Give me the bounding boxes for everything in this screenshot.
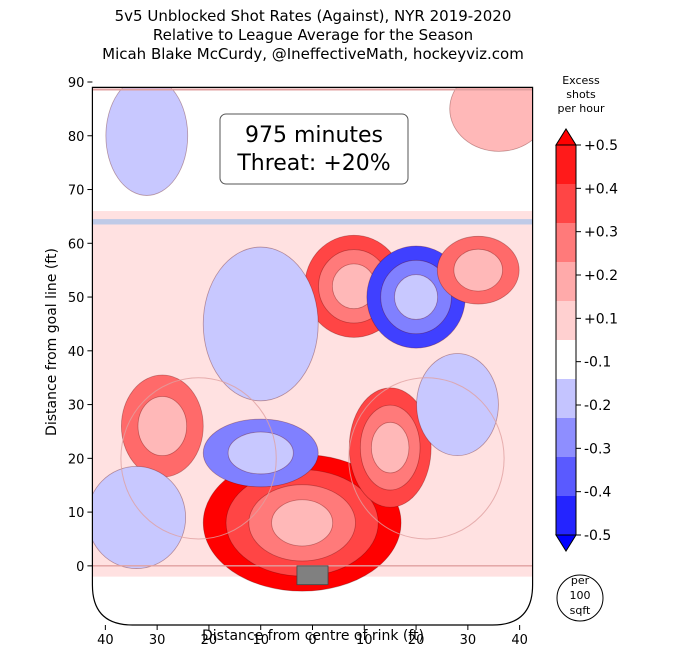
colorbar-tick-label-1: +0.4 xyxy=(584,181,618,197)
colorbar-bottom-arrow xyxy=(555,534,577,552)
hotspot-7-ring-0 xyxy=(105,87,189,196)
y-axis: 0 10 20 30 40 50 60 70 80 90 xyxy=(68,76,93,575)
heatmap-layer xyxy=(92,87,533,592)
colorbar-label-line-3: per hour xyxy=(558,102,605,115)
colorbar-band-8 xyxy=(556,457,576,497)
y-tick-label-2: 20 xyxy=(68,452,85,467)
x-tick-label-6: 20 xyxy=(408,633,425,648)
y-tick-label-1: 10 xyxy=(68,506,85,521)
colorbar: Excess shots per hour +0.5+0.4+0.3+0.2+0… xyxy=(555,74,618,552)
rink-boards xyxy=(91,86,534,626)
annotation-minutes: 975 minutes xyxy=(245,123,383,148)
x-tick-label-0: 40 xyxy=(97,633,114,648)
faceoff-circle-right xyxy=(348,377,505,540)
annotation-box: 975 minutes Threat: +20% xyxy=(219,113,409,185)
annotation-frame xyxy=(219,113,409,185)
y-tick-label-0: 0 xyxy=(76,560,84,575)
colorbar-band-0 xyxy=(556,145,576,185)
y-tick-label-6: 60 xyxy=(68,237,85,252)
colorbar-top-arrow xyxy=(555,128,577,146)
x-tick-label-5: 10 xyxy=(356,633,373,648)
hotspot-6-ring-0 xyxy=(453,248,503,292)
x-tick-label-4: 0 xyxy=(308,633,316,648)
faceoff-circle-left xyxy=(120,377,277,540)
colorbar-bands xyxy=(555,128,577,552)
per-area-circle xyxy=(556,574,604,622)
x-axis-label: Distance from centre of rink (ft) xyxy=(202,628,424,644)
chart-title-line-1: 5v5 Unblocked Shot Rates (Against), NYR … xyxy=(115,7,512,25)
colorbar-tick-label-4: +0.1 xyxy=(584,311,618,327)
x-tick-label-8: 40 xyxy=(511,633,528,648)
rink-markings xyxy=(92,88,533,586)
chart-title-line-3: Micah Blake McCurdy, @IneffectiveMath, h… xyxy=(102,45,524,63)
y-tick-label-7: 70 xyxy=(68,184,85,199)
colorbar-tick-label-7: -0.3 xyxy=(584,441,611,457)
colorbar-tick-label-2: +0.3 xyxy=(584,225,618,241)
x-tick-label-3: 10 xyxy=(252,633,269,648)
colorbar-band-9 xyxy=(556,496,576,536)
y-tick-label-5: 50 xyxy=(68,291,85,306)
colorbar-tick-label-3: +0.2 xyxy=(584,268,618,284)
hotspot-1-ring-0 xyxy=(370,421,410,474)
chart-title-line-2: Relative to League Average for the Seaso… xyxy=(153,26,473,44)
colorbar-tick-label-8: -0.4 xyxy=(584,485,611,501)
colorbar-band-4 xyxy=(556,301,576,341)
per-area-line-1: per xyxy=(571,574,590,587)
y-tick-label-8: 80 xyxy=(68,130,85,145)
hotspot-3-ring-0 xyxy=(394,274,439,320)
colorbar-tick-label-6: -0.2 xyxy=(584,398,611,414)
colorbar-band-2 xyxy=(556,223,576,263)
hotspot-8-ring-0 xyxy=(92,466,187,569)
y-tick-label-3: 30 xyxy=(68,399,85,414)
x-tick-label-1: 30 xyxy=(149,633,166,648)
colorbar-tick-label-9: -0.5 xyxy=(584,528,611,544)
goal-net xyxy=(296,565,329,586)
hotspot-10-ring-0 xyxy=(416,353,499,457)
colorbar-ticks: +0.5 +0.4 +0.3 +0.2 +0.1 -0.1 -0.2 -0.3 -0.4 -0.5 xyxy=(576,138,618,544)
colorbar-tick-label-5: -0.1 xyxy=(584,355,611,371)
annotation-threat: Threat: +20% xyxy=(236,151,390,176)
hotspot-9-ring-0 xyxy=(202,246,319,402)
blue-line xyxy=(92,219,533,225)
x-tick-label-2: 20 xyxy=(201,633,218,648)
colorbar-label-line-2: shots xyxy=(566,88,596,101)
y-axis-label: Distance from goal line (ft) xyxy=(44,248,60,436)
colorbar-band-5 xyxy=(556,340,576,380)
hotspot-0-ring-0 xyxy=(271,499,334,547)
per-area-line-3: sqft xyxy=(570,604,591,617)
colorbar-frame xyxy=(555,144,577,536)
hotspot-5-ring-0 xyxy=(137,396,188,457)
y-tick-label-9: 90 xyxy=(68,76,85,91)
y-tick-label-4: 40 xyxy=(68,345,85,360)
colorbar-label-line-1: Excess xyxy=(562,74,600,87)
x-axis: 40 30 20 10 0 10 20 30 40 xyxy=(97,625,528,648)
x-tick-label-7: 30 xyxy=(460,633,477,648)
colorbar-band-3 xyxy=(556,262,576,302)
colorbar-band-6 xyxy=(556,379,576,419)
per-area-line-2: 100 xyxy=(570,589,591,602)
colorbar-tick-label-0: +0.5 xyxy=(584,138,618,154)
hotspot-4-ring-0 xyxy=(227,431,294,475)
colorbar-band-1 xyxy=(556,184,576,224)
per-area-badge: per 100 sqft xyxy=(556,574,604,622)
colorbar-band-7 xyxy=(556,418,576,458)
hotspot-11-ring-0 xyxy=(449,87,533,152)
